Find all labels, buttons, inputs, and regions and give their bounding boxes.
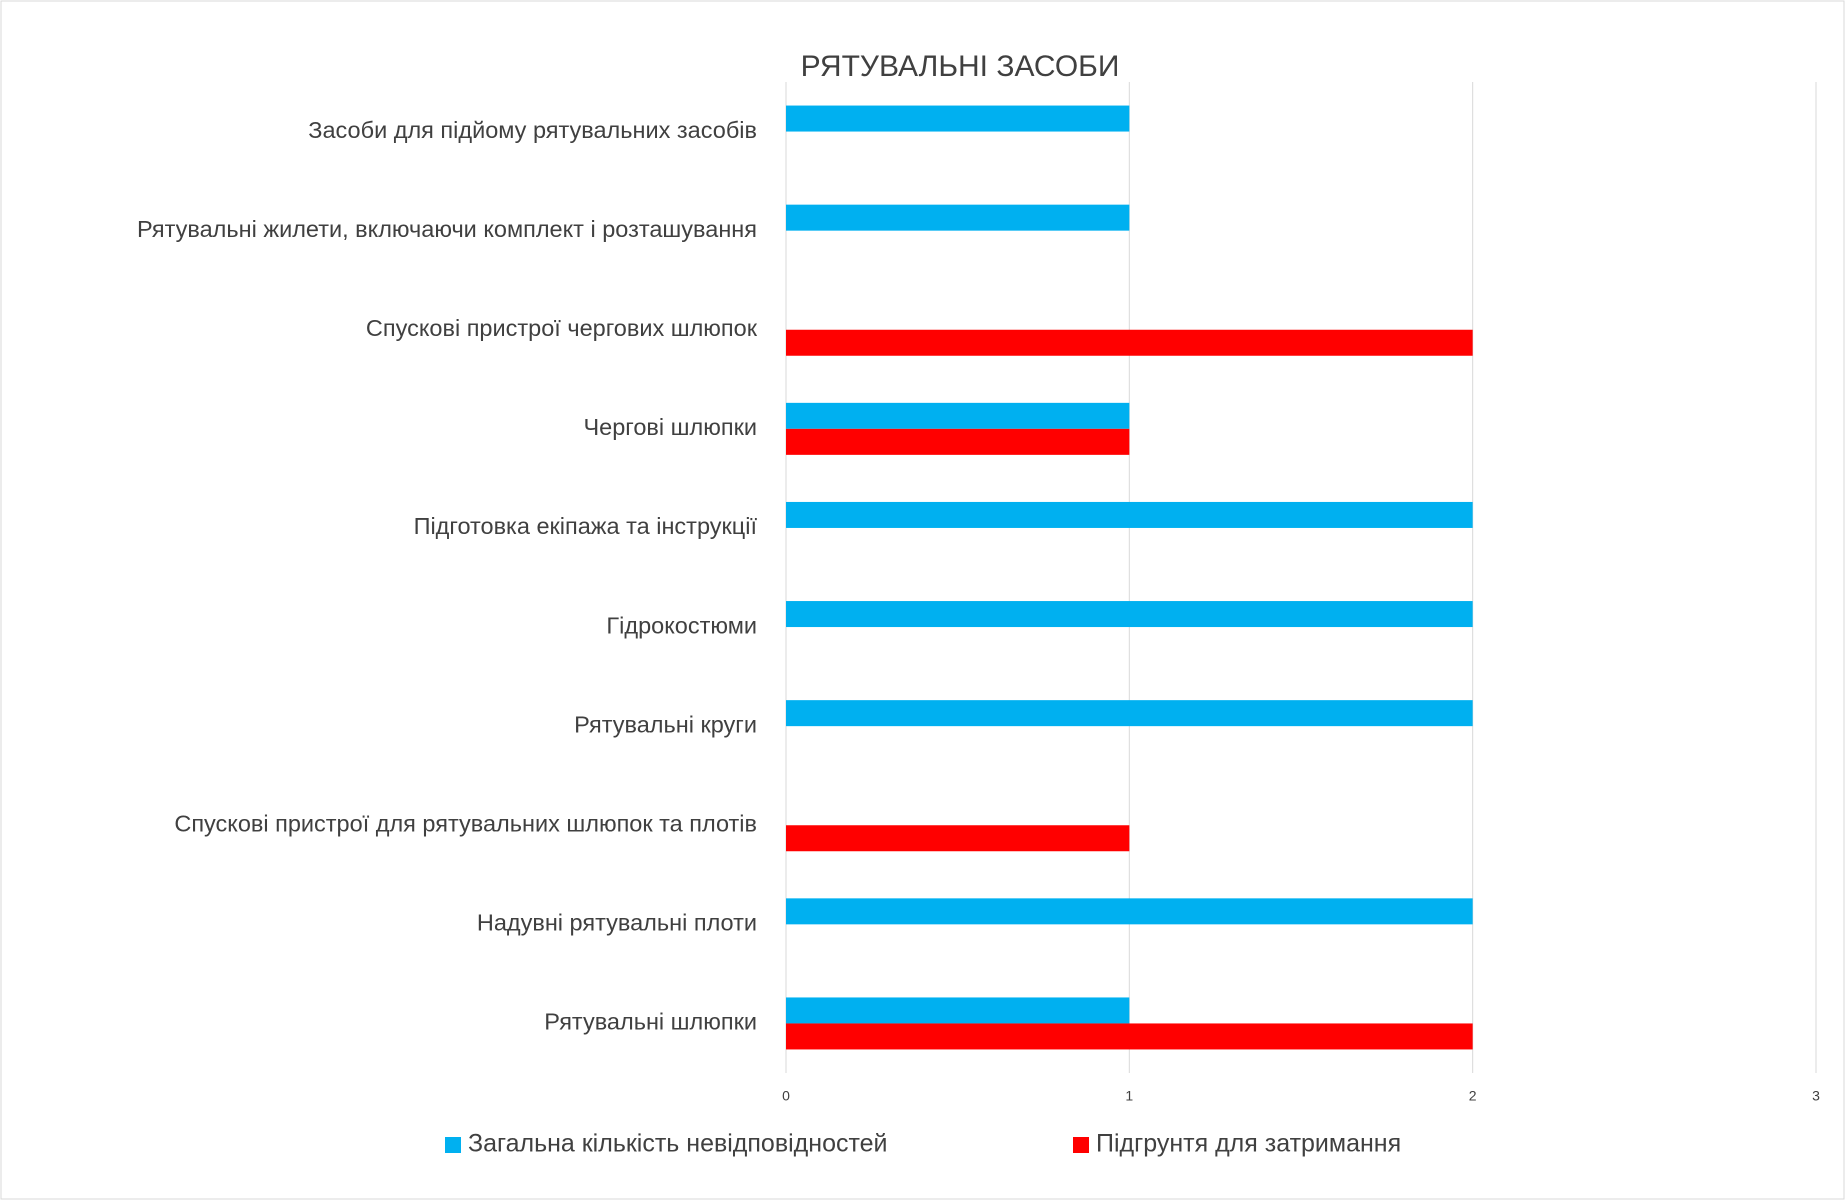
bar (786, 501, 1473, 528)
category-label: Засоби для підйому рятувальних засобів (308, 117, 757, 143)
bar (786, 428, 1130, 455)
x-tick-label: 0 (782, 1088, 790, 1104)
x-tick-label: 1 (1125, 1088, 1133, 1104)
bar (786, 825, 1130, 852)
bar (786, 329, 1473, 356)
legend-swatch (445, 1137, 461, 1153)
bar (786, 997, 1130, 1024)
category-label: Гідрокостюми (606, 612, 757, 638)
category-label: Спускові пристрої чергових шлюпок (366, 315, 758, 341)
chart-title: РЯТУВАЛЬНІ ЗАСОБИ (801, 50, 1120, 83)
legend-label: Підгрунтя для затримання (1096, 1130, 1401, 1158)
category-label: Рятувальні круги (574, 711, 757, 737)
x-tick-label: 2 (1469, 1088, 1477, 1104)
x-tick-label: 3 (1812, 1088, 1820, 1104)
bar (786, 402, 1130, 429)
category-label: Спускові пристрої для рятувальних шлюпок… (174, 810, 757, 836)
bar (786, 204, 1130, 231)
category-label: Надувні рятувальні плоти (477, 910, 757, 936)
legend-label: Загальна кількість невідповідностей (468, 1130, 888, 1158)
bar (786, 1023, 1473, 1050)
bar (786, 700, 1473, 727)
category-label: Рятувальні шлюпки (544, 1009, 757, 1035)
bar (786, 601, 1473, 628)
bar (786, 898, 1473, 925)
category-label: Рятувальні жилети, включаючи комплект і … (137, 216, 757, 242)
legend-swatch (1073, 1137, 1089, 1153)
bar (786, 105, 1130, 132)
category-label: Чергові шлюпки (584, 414, 758, 440)
category-label: Підготовка екіпажа та інструкції (414, 513, 758, 539)
